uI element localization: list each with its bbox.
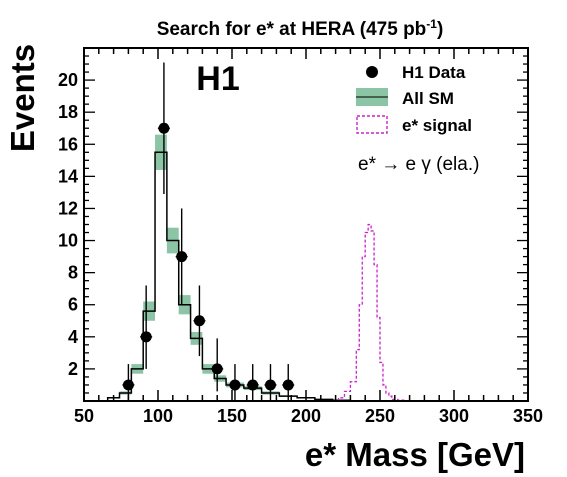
- signal-histogram: [337, 223, 405, 401]
- y-tick-label: 18: [58, 102, 78, 122]
- experiment-label: H1: [196, 60, 239, 98]
- chart-title-text: Search for e* at HERA (475 pb: [157, 19, 427, 40]
- x-tick-label: 50: [74, 406, 94, 426]
- data-point: [282, 379, 294, 391]
- data-point: [247, 379, 259, 391]
- chart-title-superscript: -1: [426, 17, 437, 31]
- x-tick-label: 350: [513, 406, 543, 426]
- legend: H1 Data All SM e* signal: [356, 63, 472, 135]
- channel-label: e* → e γ (ela.): [358, 154, 479, 175]
- data-point: [211, 363, 223, 375]
- y-tick-label: 8: [68, 263, 78, 283]
- data-point: [229, 379, 241, 391]
- sm-histogram: [106, 151, 352, 401]
- y-tick-label: 6: [68, 295, 78, 315]
- x-tick-label: 200: [291, 406, 321, 426]
- y-tick-label: 16: [58, 134, 78, 154]
- data-point: [264, 379, 276, 391]
- data-point: [122, 379, 134, 391]
- x-tick-label: 100: [143, 406, 173, 426]
- data-point: [193, 315, 205, 327]
- y-tick-label: 4: [68, 327, 78, 347]
- x-tick-label: 300: [439, 406, 469, 426]
- y-axis-label: Events: [4, 44, 41, 152]
- y-tick-label: 20: [58, 70, 78, 90]
- data-point: [140, 331, 152, 343]
- x-tick-label: 250: [365, 406, 395, 426]
- y-tick-label: 14: [58, 166, 78, 186]
- legend-swatch-signal: [356, 115, 388, 134]
- legend-label-sm: All SM: [402, 89, 454, 108]
- y-tick-label: 12: [58, 198, 78, 218]
- chart-title-close: ): [437, 19, 443, 40]
- legend-label-signal: e* signal: [402, 116, 472, 135]
- legend-marker-data: [366, 66, 378, 78]
- y-tick-label: 10: [58, 231, 78, 251]
- x-tick-label: 150: [217, 406, 247, 426]
- data-point: [158, 122, 170, 134]
- plot-frame: [83, 47, 529, 402]
- data-point: [176, 251, 188, 263]
- chart-title: Search for e* at HERA (475 pb-1): [157, 17, 444, 40]
- y-tick-label: 2: [68, 359, 78, 379]
- legend-label-data: H1 Data: [402, 63, 466, 82]
- x-axis-label: e* Mass [GeV]: [305, 436, 525, 473]
